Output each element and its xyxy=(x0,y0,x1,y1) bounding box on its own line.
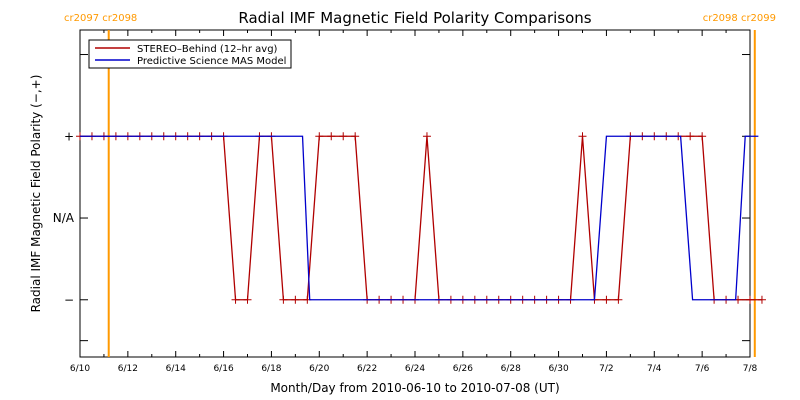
x-tick-label: 7/2 xyxy=(599,364,613,374)
data-point xyxy=(614,295,623,304)
series-line xyxy=(80,135,759,301)
x-tick-label: 6/24 xyxy=(405,364,425,374)
data-point xyxy=(686,132,695,141)
data-point xyxy=(315,132,324,141)
y-tick-label: − xyxy=(64,293,74,307)
data-point xyxy=(422,132,431,141)
x-tick-label: 6/12 xyxy=(118,364,138,374)
x-tick-label: 7/6 xyxy=(695,364,710,374)
y-tick-label: N/A xyxy=(53,211,75,225)
x-tick-label: 6/18 xyxy=(261,364,281,374)
x-tick-label: 7/8 xyxy=(743,364,758,374)
data-point xyxy=(327,132,336,141)
data-point xyxy=(578,132,587,141)
x-tick-label: 6/10 xyxy=(70,364,90,374)
legend-entry: STEREO–Behind (12–hr avg) xyxy=(137,44,278,55)
data-point xyxy=(291,295,300,304)
x-tick-label: 6/14 xyxy=(166,364,186,374)
x-axis-label: Month/Day from 2010-06-10 to 2010-07-08 … xyxy=(270,381,559,395)
y-tick-label: + xyxy=(64,129,74,143)
legend-box xyxy=(88,39,292,69)
series-mas-model xyxy=(80,135,759,301)
legend-entry: Predictive Science MAS Model xyxy=(137,56,286,67)
data-point xyxy=(602,295,611,304)
data-point xyxy=(698,132,707,141)
series-stereo-behind xyxy=(76,132,766,304)
data-point xyxy=(746,295,754,304)
y-axis: − N/A + xyxy=(53,54,750,342)
y-axis-label: Radial IMF Magnetic Field Polarity (−,+) xyxy=(29,75,43,313)
chart-title: Radial IMF Magnetic Field Polarity Compa… xyxy=(238,9,591,27)
series-layer xyxy=(76,132,766,304)
x-tick-label: 6/20 xyxy=(309,364,329,374)
x-tick-label: 6/30 xyxy=(548,364,568,374)
x-tick-label: 6/26 xyxy=(453,364,473,374)
data-point xyxy=(279,295,288,304)
carrington-label: cr2097 cr2098 xyxy=(64,13,137,24)
data-point xyxy=(339,132,348,141)
plot-frame xyxy=(79,29,751,358)
legend: STEREO–Behind (12–hr avg)Predictive Scie… xyxy=(88,39,292,69)
carrington-label: cr2098 cr2099 xyxy=(703,13,776,24)
carrington-markers: cr2097 cr2098 cr2098 cr2099 xyxy=(64,13,776,357)
x-tick-label: 6/22 xyxy=(357,364,377,374)
plot-area xyxy=(79,29,751,358)
x-tick-label: 7/4 xyxy=(647,364,662,374)
x-axis: 6/10 6/12 6/14 6/16 6/18 6/20 6/22 6/24 6/26 6/28… xyxy=(70,30,758,374)
data-point xyxy=(243,295,252,304)
data-point xyxy=(231,295,240,304)
x-tick-label: 6/16 xyxy=(213,364,233,374)
x-tick-label: 6/28 xyxy=(501,364,521,374)
data-point xyxy=(757,295,766,304)
series-line xyxy=(80,135,762,301)
data-point xyxy=(351,132,360,141)
